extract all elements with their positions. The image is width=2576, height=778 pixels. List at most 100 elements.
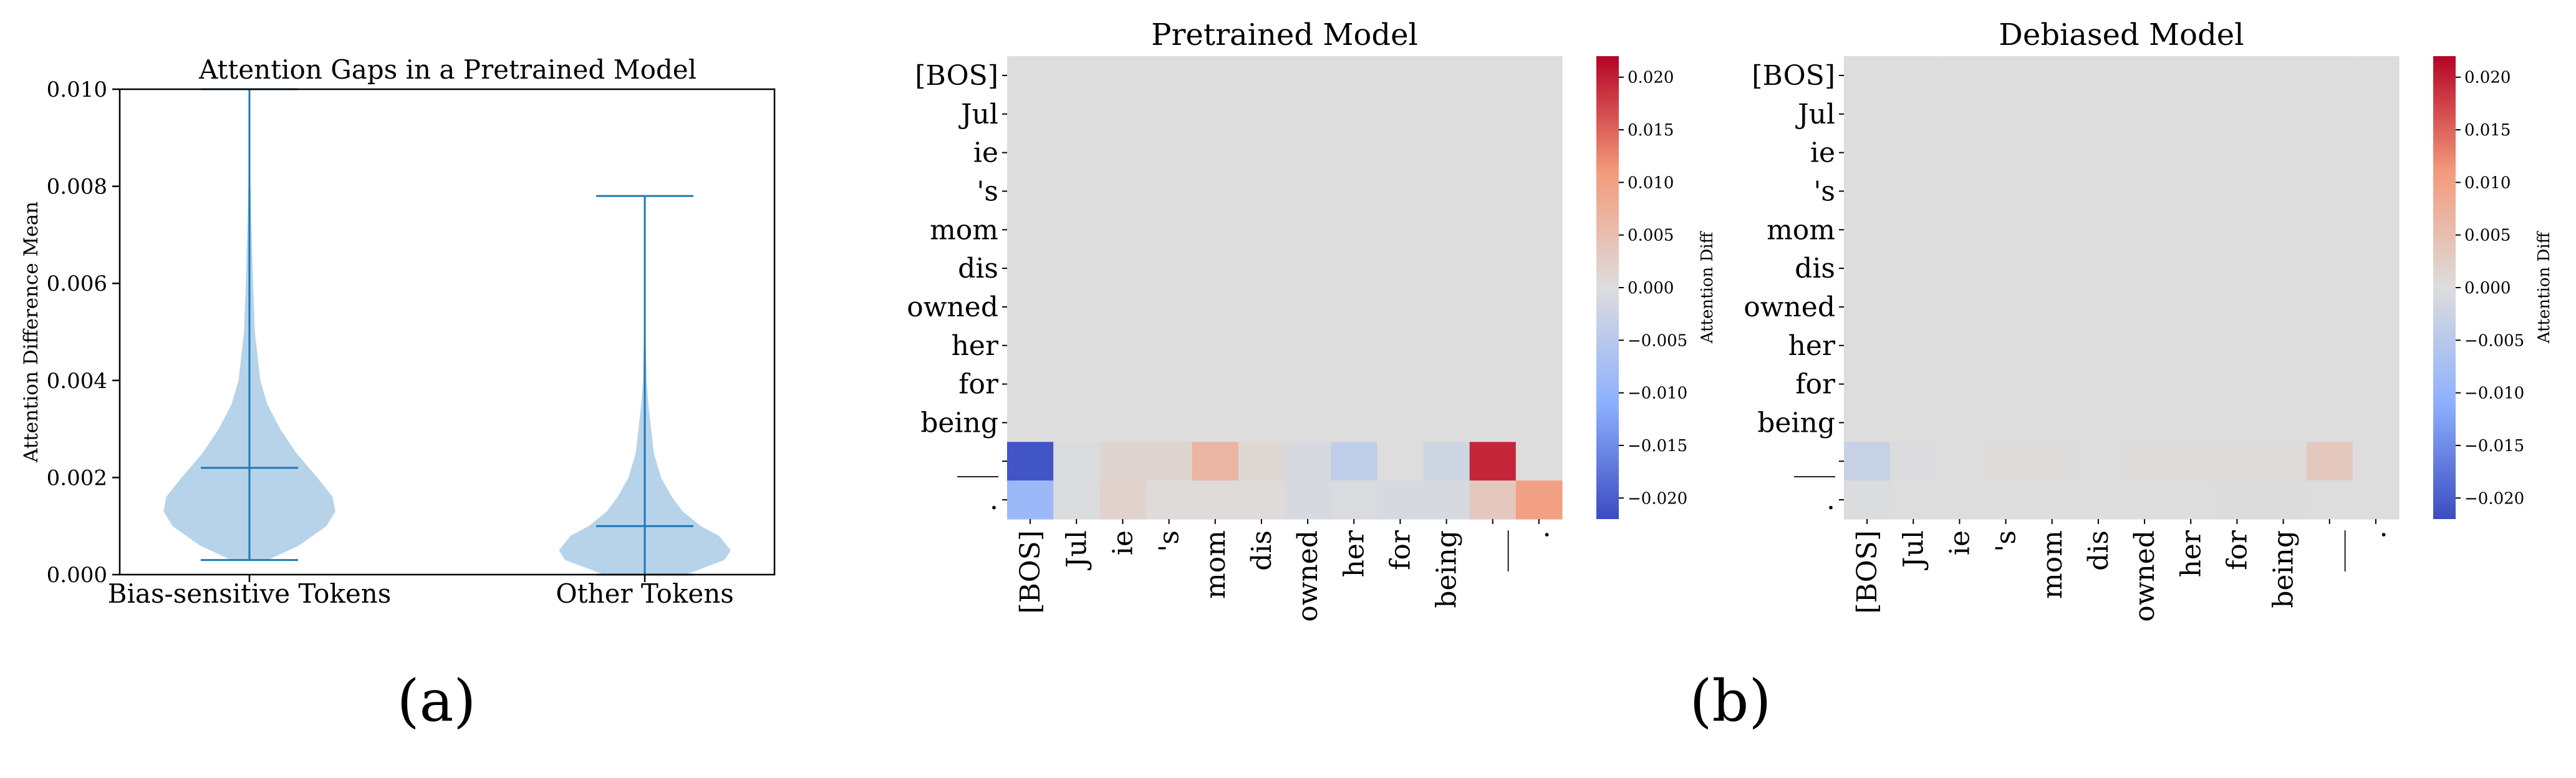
heatmap-col-label: for — [2221, 530, 2253, 570]
heatmap-cell — [2121, 288, 2168, 327]
heatmap-cell — [1238, 326, 1285, 366]
heatmap-row-label: ie — [1810, 137, 1835, 169]
panel-label-a: (a) — [397, 668, 476, 734]
heatmap-cell — [2028, 326, 2076, 366]
violin-x-tick-label: Bias-sensitive Tokens — [108, 578, 392, 609]
heatmap-row-label: her — [952, 330, 999, 362]
colorbar — [1596, 56, 1619, 519]
heatmap-cell — [1238, 94, 1285, 134]
heatmap-cell — [2168, 133, 2214, 173]
heatmap-col-label: [BOS] — [1015, 530, 1046, 614]
heatmap-cell — [1331, 210, 1377, 250]
heatmap-col-label: ___ — [2314, 530, 2346, 571]
heatmap-cell — [2121, 403, 2168, 442]
heatmap-cell — [1469, 210, 1517, 250]
heatmap-col-label: . — [1523, 530, 1555, 539]
heatmap-cell — [2075, 403, 2122, 442]
heatmap-cell — [2260, 172, 2307, 211]
heatmap-cell — [2352, 94, 2400, 134]
heatmap-col-label: ie — [1944, 530, 1975, 555]
heatmap-cell — [1377, 288, 1424, 327]
heatmap-cell — [1238, 480, 1285, 520]
heatmap-cell — [1099, 56, 1147, 95]
heatmap-cell — [2168, 210, 2214, 250]
heatmap-cell — [1285, 172, 1331, 211]
heatmap-cell — [1515, 364, 1563, 404]
heatmap-cell — [1936, 133, 1984, 173]
heatmap-cell — [2352, 172, 2400, 211]
heatmap-cell — [2028, 364, 2076, 404]
heatmap-cell — [1423, 364, 1470, 404]
heatmap-cell — [1890, 94, 1937, 134]
panel-label-b: (b) — [1690, 668, 1772, 734]
heatmap-cell — [1890, 249, 1937, 288]
heatmap-cell — [2306, 94, 2353, 134]
heatmap-cell — [1982, 364, 2030, 404]
heatmap-cell — [2214, 364, 2261, 404]
heatmap-cell — [1423, 133, 1470, 173]
heatmap-cell — [1377, 480, 1424, 520]
heatmap-row-label: dis — [958, 253, 998, 284]
heatmap-cell — [1982, 403, 2030, 442]
heatmap-cell — [1890, 210, 1937, 250]
heatmap-cell — [1238, 288, 1285, 327]
violin-plot-frame — [118, 88, 776, 576]
heatmap-cell — [1099, 94, 1147, 134]
heatmap-cell — [2260, 288, 2307, 327]
heatmap-cell — [2028, 480, 2076, 520]
heatmap-cell — [1238, 210, 1285, 250]
violin-y-label: Attention Difference Mean — [20, 202, 42, 463]
heatmap-cell — [2121, 172, 2168, 211]
heatmap-cell — [1053, 56, 1100, 95]
heatmap-cell — [1469, 403, 1517, 442]
heatmap-cell — [1285, 56, 1331, 95]
heatmap-cell — [1192, 210, 1239, 250]
heatmap-cell — [1331, 403, 1377, 442]
heatmap-cell — [2121, 480, 2168, 520]
colorbar-tick-label: 0.015 — [1628, 121, 1674, 140]
heatmap-cell — [1423, 480, 1470, 520]
heatmap-cell — [1377, 172, 1424, 211]
heatmap-cell — [1099, 172, 1147, 211]
heatmap-cell — [2352, 364, 2400, 404]
heatmap-cell — [1192, 480, 1239, 520]
heatmap-cell — [2028, 249, 2076, 288]
heatmap-cell — [1331, 56, 1377, 95]
colorbar-tick-label: −0.015 — [1628, 437, 1687, 455]
heatmap-cell — [2168, 94, 2214, 134]
heatmap-row-label: . — [990, 484, 998, 516]
violin-y-tick-label: 0.000 — [47, 563, 107, 588]
heatmap-cell — [1377, 94, 1424, 134]
heatmap-cell — [1099, 210, 1147, 250]
heatmap-cell — [1146, 403, 1193, 442]
heatmap-cell — [2260, 94, 2307, 134]
heatmap-cell — [2121, 442, 2168, 481]
heatmap-cell — [1053, 442, 1100, 481]
heatmap-cell — [2075, 133, 2122, 173]
heatmap-cell — [2028, 56, 2076, 95]
heatmap-col-label: [BOS] — [1851, 530, 1883, 614]
heatmap-cell — [1192, 288, 1239, 327]
heatmap-cell — [1469, 249, 1517, 288]
heatmap-cell — [1238, 364, 1285, 404]
heatmap-cell — [1844, 288, 1891, 327]
heatmap-cell — [1423, 288, 1470, 327]
heatmap-cell — [1515, 403, 1563, 442]
heatmap-cell — [2168, 442, 2214, 481]
heatmap-pretrained-panel: Pretrained Model [BOS]Julie'smomdisowned… — [907, 17, 1717, 622]
heatmap-cell — [1982, 210, 2030, 250]
heatmap-cell — [1007, 288, 1054, 327]
heatmap-cell — [1844, 249, 1891, 288]
violin-y-tick-label: 0.008 — [47, 175, 107, 200]
heatmap-cell — [2028, 172, 2076, 211]
heatmap-cell — [1982, 133, 2030, 173]
heatmap-cell — [1982, 326, 2030, 366]
heatmap-row-label: ie — [973, 137, 998, 169]
heatmap-cell — [1844, 133, 1891, 173]
heatmap-row-label: mom — [930, 214, 998, 246]
violin-y-tick-label: 0.006 — [47, 271, 107, 296]
heatmap-pretrained-title: Pretrained Model — [1151, 17, 1418, 52]
heatmap-row-label: Jul — [1795, 99, 1835, 130]
heatmap-cell — [1515, 172, 1563, 211]
colorbar-tick-label: 0.015 — [2464, 121, 2511, 140]
